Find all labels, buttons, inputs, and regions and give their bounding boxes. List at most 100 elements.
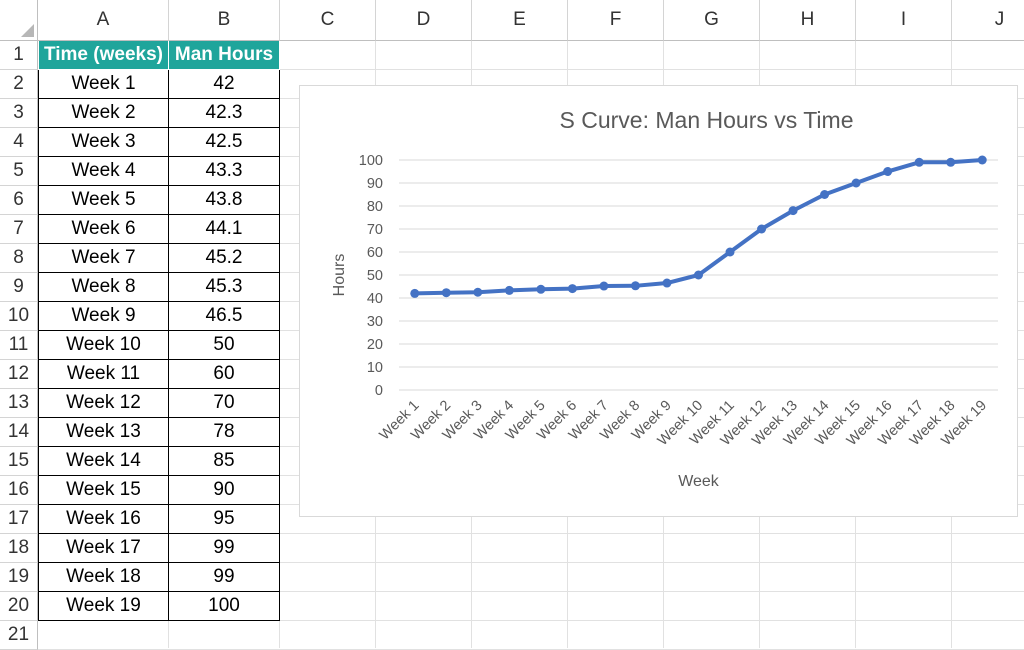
row-header-8[interactable]: 8 bbox=[0, 244, 38, 273]
row-header-6[interactable]: 6 bbox=[0, 186, 38, 215]
column-header-j[interactable]: J bbox=[952, 0, 1024, 41]
week-cell[interactable]: Week 10 bbox=[38, 331, 169, 360]
row-header-12[interactable]: 12 bbox=[0, 360, 38, 389]
column-header-h[interactable]: H bbox=[760, 0, 856, 41]
man-hours-cell[interactable]: 60 bbox=[169, 360, 280, 389]
row-header-14[interactable]: 14 bbox=[0, 418, 38, 447]
data-point bbox=[914, 157, 924, 167]
week-cell[interactable]: Week 3 bbox=[38, 128, 169, 157]
y-tick-label: 100 bbox=[359, 153, 383, 169]
column-header-g[interactable]: G bbox=[664, 0, 760, 41]
man-hours-cell[interactable]: 44.1 bbox=[169, 215, 280, 244]
data-point bbox=[820, 190, 830, 199]
row-header-13[interactable]: 13 bbox=[0, 389, 38, 418]
row-header-18[interactable]: 18 bbox=[0, 534, 38, 563]
row-header-21[interactable]: 21 bbox=[0, 621, 38, 650]
data-point bbox=[567, 284, 577, 294]
row-header-15[interactable]: 15 bbox=[0, 447, 38, 476]
row-header-5[interactable]: 5 bbox=[0, 157, 38, 186]
data-point bbox=[599, 281, 609, 291]
week-cell[interactable]: Week 1 bbox=[38, 70, 169, 99]
week-cell[interactable]: Week 18 bbox=[38, 563, 169, 592]
gridline-horizontal bbox=[38, 562, 1024, 563]
man-hours-cell[interactable]: 42 bbox=[169, 70, 280, 99]
data-point bbox=[757, 224, 767, 234]
column-header-f[interactable]: F bbox=[568, 0, 664, 41]
row-header-10[interactable]: 10 bbox=[0, 302, 38, 331]
column-header-b[interactable]: B bbox=[169, 0, 280, 41]
week-cell[interactable]: Week 7 bbox=[38, 244, 169, 273]
man-hours-cell[interactable]: 50 bbox=[169, 331, 280, 360]
week-cell[interactable]: Week 17 bbox=[38, 534, 169, 563]
chart-title: S Curve: Man Hours vs Time bbox=[560, 107, 854, 133]
week-cell[interactable]: Week 14 bbox=[38, 447, 169, 476]
data-point bbox=[851, 178, 861, 188]
table-header-cell[interactable]: Man Hours bbox=[169, 41, 280, 70]
select-all-corner[interactable] bbox=[0, 0, 38, 41]
man-hours-cell[interactable]: 85 bbox=[169, 447, 280, 476]
row-header-7[interactable]: 7 bbox=[0, 215, 38, 244]
data-point bbox=[662, 278, 672, 288]
data-point bbox=[536, 284, 546, 294]
week-cell[interactable]: Week 12 bbox=[38, 389, 169, 418]
gridline-horizontal bbox=[38, 591, 1024, 592]
man-hours-cell[interactable]: 99 bbox=[169, 563, 280, 592]
row-header-4[interactable]: 4 bbox=[0, 128, 38, 157]
week-cell[interactable]: Week 8 bbox=[38, 273, 169, 302]
week-cell[interactable]: Week 13 bbox=[38, 418, 169, 447]
man-hours-cell[interactable]: 70 bbox=[169, 389, 280, 418]
table-header-cell[interactable]: Time (weeks) bbox=[38, 41, 169, 70]
man-hours-cell[interactable]: 42.5 bbox=[169, 128, 280, 157]
man-hours-cell[interactable]: 95 bbox=[169, 505, 280, 534]
week-cell[interactable]: Week 5 bbox=[38, 186, 169, 215]
man-hours-cell[interactable]: 45.3 bbox=[169, 273, 280, 302]
row-header-16[interactable]: 16 bbox=[0, 476, 38, 505]
select-all-triangle-icon bbox=[21, 24, 34, 37]
gridline-horizontal bbox=[38, 533, 1024, 534]
x-axis-title: Week bbox=[678, 473, 720, 490]
week-cell[interactable]: Week 11 bbox=[38, 360, 169, 389]
column-header-a[interactable]: A bbox=[38, 0, 169, 41]
man-hours-cell[interactable]: 43.8 bbox=[169, 186, 280, 215]
man-hours-cell[interactable]: 78 bbox=[169, 418, 280, 447]
row-header-9[interactable]: 9 bbox=[0, 273, 38, 302]
data-point bbox=[725, 247, 735, 257]
man-hours-cell[interactable]: 46.5 bbox=[169, 302, 280, 331]
week-cell[interactable]: Week 15 bbox=[38, 476, 169, 505]
week-cell[interactable]: Week 6 bbox=[38, 215, 169, 244]
y-tick-label: 0 bbox=[375, 383, 383, 399]
row-header-1[interactable]: 1 bbox=[0, 41, 38, 70]
row-header-2[interactable]: 2 bbox=[0, 70, 38, 99]
column-header-d[interactable]: D bbox=[376, 0, 472, 41]
s-curve-chart: S Curve: Man Hours vs Time 0 10 20 30 40 50 60 7… bbox=[331, 107, 998, 490]
row-header-20[interactable]: 20 bbox=[0, 592, 38, 621]
y-tick-label: 50 bbox=[367, 268, 383, 284]
data-point bbox=[504, 285, 514, 295]
week-cell[interactable]: Week 4 bbox=[38, 157, 169, 186]
man-hours-cell[interactable]: 45.2 bbox=[169, 244, 280, 273]
week-cell[interactable]: Week 19 bbox=[38, 592, 169, 621]
week-cell[interactable]: Week 2 bbox=[38, 99, 169, 128]
row-header-11[interactable]: 11 bbox=[0, 331, 38, 360]
man-hours-cell[interactable]: 99 bbox=[169, 534, 280, 563]
column-header-i[interactable]: I bbox=[856, 0, 952, 41]
data-point bbox=[441, 288, 451, 298]
row-header-17[interactable]: 17 bbox=[0, 505, 38, 534]
column-header-c[interactable]: C bbox=[280, 0, 376, 41]
row-header-19[interactable]: 19 bbox=[0, 563, 38, 592]
data-point bbox=[883, 167, 893, 176]
data-point bbox=[694, 270, 703, 280]
man-hours-cell[interactable]: 42.3 bbox=[169, 99, 280, 128]
man-hours-cell[interactable]: 100 bbox=[169, 592, 280, 621]
y-axis-title: Hours bbox=[331, 254, 348, 297]
week-cell[interactable]: Week 9 bbox=[38, 302, 169, 331]
chart-area[interactable]: S Curve: Man Hours vs Time 0 10 20 30 40 50 60 7… bbox=[299, 85, 1018, 517]
man-hours-cell[interactable]: 90 bbox=[169, 476, 280, 505]
week-cell[interactable]: Week 16 bbox=[38, 505, 169, 534]
gridline-horizontal bbox=[38, 620, 1024, 621]
row-header-3[interactable]: 3 bbox=[0, 99, 38, 128]
column-header-e[interactable]: E bbox=[472, 0, 568, 41]
man-hours-cell[interactable]: 43.3 bbox=[169, 157, 280, 186]
gridline-horizontal bbox=[38, 69, 1024, 70]
